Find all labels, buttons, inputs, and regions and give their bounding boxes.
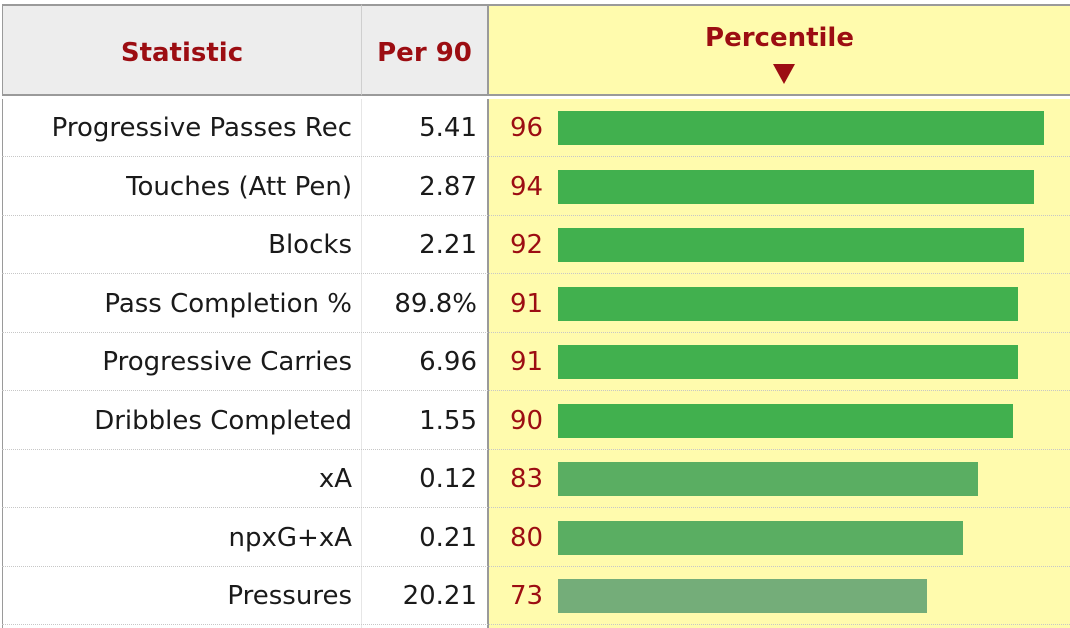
percentile-value: 91	[510, 347, 544, 377]
per90-header-label: Per 90	[377, 38, 472, 68]
row-divider	[2, 565, 1070, 567]
percentile-bar	[558, 462, 978, 496]
statistic-cell: Pass Completion %	[104, 288, 352, 319]
per90-cell: 6.96	[419, 347, 477, 377]
statistic-cell: Blocks	[268, 230, 352, 260]
per90-cell: 5.41	[419, 113, 477, 143]
row-divider	[2, 331, 1070, 333]
statistic-column-header[interactable]: Statistic	[2, 4, 361, 96]
row-divider	[2, 214, 1070, 216]
statistic-cell: Dribbles Completed	[94, 405, 352, 436]
statistic-cell: Touches (Att Pen)	[126, 171, 352, 202]
percentile-value: 80	[510, 522, 544, 553]
table-row: Progressive Carries 6.96 91	[2, 333, 1070, 391]
statistic-header-label: Statistic	[120, 38, 244, 68]
row-divider	[2, 624, 1070, 625]
table-row: xA 0.12 83	[2, 450, 1070, 508]
per90-cell: 2.21	[419, 230, 477, 260]
table-row: Touches (Att Pen) 2.87 94	[2, 158, 1070, 216]
per90-cell: 20.21	[402, 581, 477, 611]
statistic-cell: npxG+xA	[228, 522, 352, 553]
percentile-bar	[558, 520, 963, 555]
table-row: Blocks 2.21 92	[2, 216, 1070, 274]
percentile-value: 73	[510, 581, 544, 611]
row-divider	[2, 390, 1070, 391]
percentile-value: 96	[510, 113, 544, 143]
table-row: Progressive Passes Rec 5.41 96	[2, 99, 1070, 157]
statistic-cell: Progressive Passes Rec	[51, 113, 352, 143]
percentile-value: 90	[510, 405, 544, 436]
per90-cell: 0.12	[419, 464, 477, 494]
percentile-bar	[558, 169, 1034, 204]
table-header: Statistic Per 90 Percentile	[0, 0, 1070, 99]
statistic-cell: Pressures	[227, 581, 352, 611]
percentile-header-label: Percentile	[705, 23, 854, 53]
row-divider	[2, 273, 1070, 274]
percentile-bar	[558, 579, 927, 613]
table-row: Dribbles Completed 1.55 90	[2, 392, 1070, 450]
percentile-value: 92	[510, 230, 544, 260]
percentile-value: 83	[510, 464, 544, 494]
row-divider	[2, 448, 1070, 450]
per90-column-header[interactable]: Per 90	[361, 4, 487, 96]
percentile-bar	[558, 111, 1044, 145]
percentile-value: 91	[510, 288, 544, 319]
percentile-value: 94	[510, 171, 544, 202]
percentile-bar	[558, 345, 1018, 379]
per90-cell: 1.55	[419, 405, 477, 436]
percentile-column-header[interactable]: Percentile	[487, 4, 1070, 96]
percentile-bar	[558, 286, 1018, 321]
statistic-cell: Progressive Carries	[102, 347, 352, 377]
table-left-border	[2, 99, 3, 628]
table-row: npxG+xA 0.21 80	[2, 509, 1070, 567]
per90-cell: 2.87	[419, 171, 477, 202]
column-separator	[361, 99, 362, 628]
per90-cell: 89.8%	[394, 288, 477, 319]
per90-cell: 0.21	[419, 522, 477, 553]
caret-down-icon[interactable]	[773, 64, 795, 84]
percentile-bar	[558, 228, 1024, 262]
row-divider	[2, 507, 1070, 508]
percentile-bar	[558, 403, 1013, 438]
statistic-cell: xA	[318, 464, 352, 494]
table-row: Pass Completion % 89.8% 91	[2, 275, 1070, 333]
table-row: Pressures 20.21 73	[2, 567, 1070, 625]
row-divider	[2, 156, 1070, 157]
